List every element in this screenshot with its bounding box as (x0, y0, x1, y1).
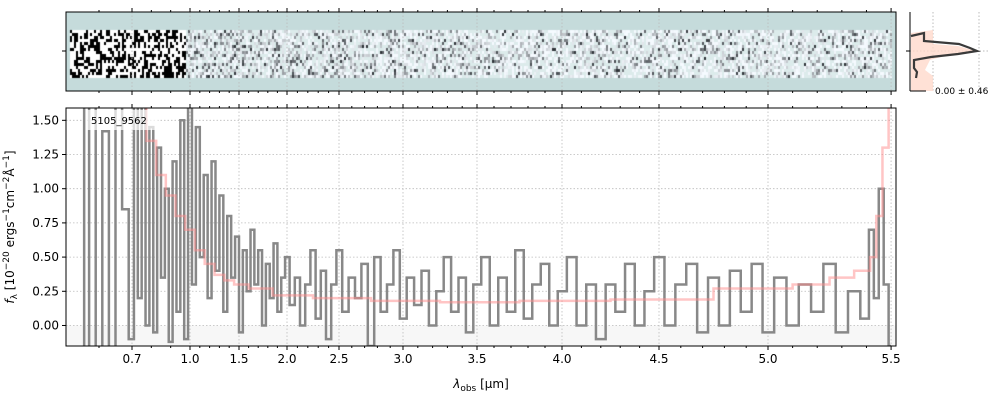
x-tick-label: 5.5 (882, 352, 901, 366)
y-tick-label: 1.50 (32, 113, 59, 127)
x-tick-label: 3.0 (393, 352, 412, 366)
y-tick-label: 0.25 (32, 284, 59, 298)
2d-spectrum-axes (62, 8, 897, 95)
x-tick-label: 2.5 (329, 352, 348, 366)
x-axis-label: λobs [μm] (452, 377, 509, 394)
x-tick-label: 3.5 (467, 352, 486, 366)
x-tick-label: 4.0 (552, 352, 571, 366)
y-tick-label: 0.75 (32, 216, 59, 230)
y-tick-label: 1.25 (32, 148, 59, 162)
residual-histogram (906, 12, 990, 92)
1d-spectrum-axes: 0.00 0.25 0.50 0.75 1.00 1.25 1.50 0.7 1.0 1.5 2.0… (32, 104, 901, 366)
negative-region (66, 325, 896, 346)
x-tick-label: 0.7 (122, 352, 141, 366)
hist-model-fill (911, 30, 976, 91)
object-label-background (86, 110, 158, 130)
model-spectrum-line (145, 108, 890, 304)
x-tick-label: 2.0 (277, 352, 296, 366)
plot-area (82, 108, 892, 346)
2d-frame (65, 11, 897, 92)
2d-spectrum-image (66, 12, 896, 91)
histogram-label: 0.00 ± 0.46 (935, 87, 989, 97)
y-axis-label: fλ [10−20 ergs−1cm−2Å−1] (2, 150, 20, 303)
hist-residual-line (910, 31, 981, 79)
x-tick-label: 1.5 (229, 352, 248, 366)
x-tick-label: 4.5 (649, 352, 668, 366)
x-tick-label: 5.0 (758, 352, 777, 366)
y-tick-label: 0.50 (32, 250, 59, 264)
object-label-box: 5105_9562 (86, 110, 158, 130)
object-label: 5105_9562 (91, 116, 147, 127)
observed-spectrum-line (82, 108, 892, 346)
x-tick-label: 1.0 (180, 352, 199, 366)
y-tick-label: 0.00 (32, 318, 59, 332)
main-frame (65, 107, 897, 347)
y-tick-label: 1.00 (32, 182, 59, 196)
